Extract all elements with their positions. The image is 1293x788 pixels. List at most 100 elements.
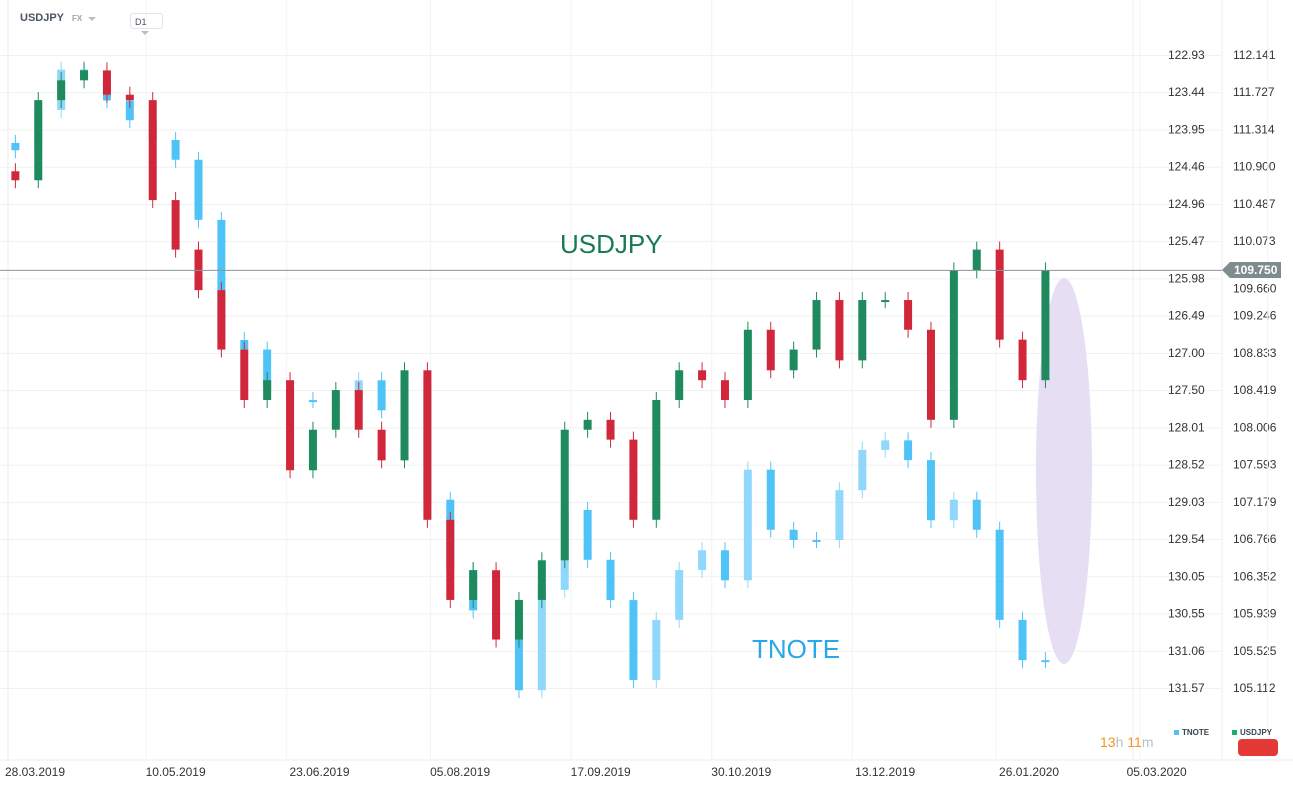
usdjpy-annotation: USDJPY [560,229,663,259]
right-axis-tick: 112.141 [1233,48,1276,62]
usdjpy-candle [926,329,935,420]
left-axis-tick: 128.52 [1168,458,1205,472]
usdjpy-candle [698,370,707,381]
x-axis-tick: 10.05.2019 [146,765,206,779]
usdjpy-candle [560,429,569,561]
tnote-candle [377,380,386,411]
usdjpy-candle [80,70,89,81]
left-axis-tick: 129.54 [1168,532,1205,546]
usdjpy-candle [11,171,20,181]
candle-timer: 13h 11m [1100,734,1154,750]
usdjpy-candle [766,329,775,371]
x-axis-tick: 05.08.2019 [430,765,490,779]
left-axis-tick: 130.05 [1168,569,1205,583]
left-axis-tick: 125.98 [1168,271,1205,285]
usdjpy-candle [606,419,615,440]
left-axis-tick: 131.57 [1168,681,1205,695]
tnote-candle [926,460,935,521]
usdjpy-candle [858,300,867,361]
usdjpy-candle [377,429,386,461]
right-axis-tick: 111.314 [1233,122,1275,136]
usdjpy-candle [446,519,455,600]
right-axis-tick: 110.073 [1233,234,1276,248]
usdjpy-candle [57,80,66,101]
usdjpy-candle [720,380,729,401]
legend-tnote[interactable]: TNOTE [1174,728,1209,737]
chevron-down-icon [141,30,149,35]
tnote-candle [652,619,661,680]
tnote-candle [1018,619,1027,661]
tnote-candle [537,589,546,691]
usdjpy-candle [125,94,134,101]
right-axis-tick: 107.179 [1233,495,1277,509]
right-axis-tick: 107.593 [1233,458,1277,472]
usdjpy-candle [240,349,249,401]
legend-usdjpy[interactable]: USDJPY [1232,728,1272,737]
usdjpy-candle [812,300,821,350]
right-axis-tick: 106.352 [1233,569,1277,583]
x-axis-tick: 30.10.2019 [711,765,771,779]
usdjpy-candle [537,560,546,600]
right-axis-tick: 110.487 [1233,197,1276,211]
tnote-annotation: TNOTE [752,634,841,664]
tnote-swatch [1174,730,1179,735]
usdjpy-candle [308,429,317,471]
usdjpy-candle [217,290,226,350]
left-axis-tick: 122.93 [1168,48,1205,62]
usdjpy-candle [354,390,363,430]
tnote-candle [858,449,867,491]
left-axis-tick: 124.96 [1168,197,1205,211]
market-label: FX [72,14,83,23]
tnote-candle [675,570,684,620]
symbol-label[interactable]: USDJPY [20,12,65,24]
left-axis-tick: 127.00 [1168,346,1205,360]
usdjpy-candle [469,570,478,600]
usdjpy-candle [492,570,501,640]
right-axis-tick: 106.766 [1233,532,1277,546]
tnote-candle [698,550,707,571]
left-axis-tick: 124.46 [1168,160,1205,174]
tnote-candle [881,440,890,450]
tnote-candle [995,529,1004,620]
x-axis-tick: 23.06.2019 [289,765,349,779]
tnote-candle [171,139,180,160]
x-axis-tick: 13.12.2019 [855,765,915,779]
usdjpy-candle [835,300,844,361]
usdjpy-candle [675,370,684,401]
usdjpy-candle [583,419,592,430]
right-axis-tick: 109.660 [1233,281,1277,295]
right-axis-tick: 105.939 [1233,607,1277,621]
left-axis-tick: 125.47 [1168,234,1205,248]
left-axis-tick: 128.01 [1168,420,1205,434]
tnote-candle [514,619,523,691]
x-axis-tick: 17.09.2019 [571,765,631,779]
tnote-candle [789,529,798,541]
last-price-tag: 109.750 [1221,262,1282,279]
right-axis-tick: 108.833 [1233,346,1277,360]
usdjpy-candle [949,270,958,420]
usdjpy-candle [1041,270,1050,381]
timeframe-select[interactable]: D1 [130,13,163,35]
tnote-candle [11,142,20,151]
usdjpy-candle [789,349,798,371]
tnote-candle [972,499,981,530]
market-selector[interactable]: FX [72,14,97,23]
left-axis-tick: 131.06 [1168,644,1205,658]
tnote-candle [766,469,775,530]
usdjpy-candle [743,329,752,401]
usdjpy-candle [286,380,295,471]
tnote-candle [125,100,134,121]
usdjpy-swatch [1232,730,1237,735]
usdjpy-candle [972,249,981,271]
sell-button[interactable] [1238,739,1278,756]
usdjpy-candle [400,370,409,461]
tnote-candle [720,550,729,581]
tnote-candle [606,559,615,601]
usdjpy-candle [263,380,272,401]
highlight-ellipse [1036,278,1092,664]
usdjpy-candle [171,200,180,250]
tnote-candle [583,509,592,560]
usdjpy-candle [423,370,432,520]
